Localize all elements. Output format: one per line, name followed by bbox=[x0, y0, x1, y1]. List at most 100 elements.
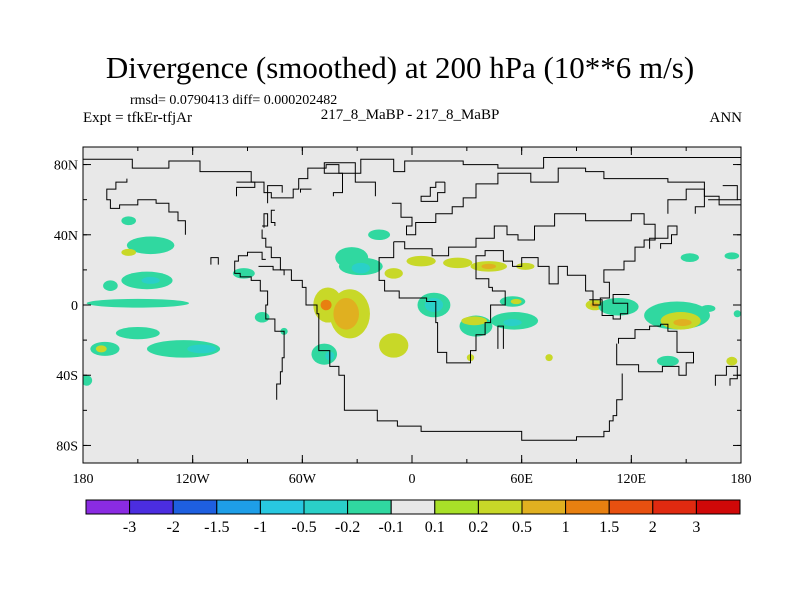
coastline bbox=[420, 181, 446, 202]
contour-region bbox=[680, 253, 699, 262]
y-tick-label: 0 bbox=[71, 299, 78, 314]
colorbar-swatch bbox=[129, 499, 174, 515]
colorbar-label: -1 bbox=[254, 519, 267, 536]
x-tick-label: 0 bbox=[409, 472, 416, 487]
contour-region bbox=[379, 333, 409, 358]
colorbar-swatch bbox=[259, 499, 305, 515]
x-tick-label: 60W bbox=[289, 472, 317, 487]
coastline bbox=[234, 251, 285, 400]
coastline bbox=[649, 225, 678, 249]
y-tick-label: 40N bbox=[54, 229, 78, 244]
contour-region bbox=[141, 276, 160, 284]
contour-region bbox=[673, 319, 692, 327]
contour-region bbox=[83, 375, 93, 386]
contour-region bbox=[320, 299, 332, 311]
contour-region bbox=[126, 236, 175, 255]
x-tick-label: 180 bbox=[731, 472, 752, 487]
colorbar-label: 1 bbox=[562, 519, 570, 536]
coastline bbox=[667, 188, 705, 214]
contour-region bbox=[545, 354, 553, 362]
contour-region bbox=[254, 312, 270, 323]
contour-region bbox=[232, 268, 255, 279]
colorbar-swatch bbox=[477, 499, 523, 515]
contour-region bbox=[733, 310, 741, 318]
stats-label: rmsd= 0.0790413 diff= 0.000202482 bbox=[130, 93, 338, 108]
colorbar-label: 1.5 bbox=[599, 519, 619, 536]
coastline bbox=[210, 257, 219, 265]
colorbar-label: 0.5 bbox=[512, 519, 532, 536]
contour-region bbox=[121, 248, 137, 256]
contour-region bbox=[598, 297, 639, 316]
x-tick-label: 120W bbox=[176, 472, 211, 487]
y-tick-label: 80N bbox=[54, 159, 78, 174]
contour-region bbox=[424, 297, 444, 313]
colorbar-swatch bbox=[85, 499, 131, 515]
contour-region bbox=[516, 262, 535, 270]
contour-region bbox=[146, 340, 221, 358]
contour-region bbox=[726, 356, 738, 366]
contour-region bbox=[187, 344, 217, 354]
colorbar-label: -2 bbox=[167, 519, 180, 536]
coastline bbox=[83, 157, 741, 199]
coastline bbox=[708, 185, 738, 201]
colorbar-label: -1.5 bbox=[204, 519, 229, 536]
contour-region bbox=[700, 305, 716, 313]
y-tick-label: 80S bbox=[56, 439, 78, 454]
colorbar-label: -3 bbox=[123, 519, 136, 536]
colorbar-swatch bbox=[303, 499, 349, 515]
contour-region bbox=[121, 216, 137, 226]
experiment-label: Expt = tfkEr-tfjAr bbox=[83, 110, 192, 126]
y-tick-label: 40S bbox=[56, 369, 78, 384]
contour-region bbox=[503, 319, 522, 327]
colorbar-label: -0.5 bbox=[291, 519, 316, 536]
coastline bbox=[616, 323, 694, 376]
contour-region bbox=[384, 268, 403, 279]
season-label: ANN bbox=[709, 110, 743, 126]
coastline bbox=[300, 188, 312, 193]
coastline bbox=[262, 213, 269, 228]
coastline bbox=[714, 365, 738, 386]
coastline bbox=[236, 181, 256, 197]
colorbar-label: 2 bbox=[649, 519, 657, 536]
coastline bbox=[258, 265, 285, 276]
contour-region bbox=[103, 280, 118, 291]
colorbar-swatch bbox=[695, 499, 741, 515]
case-label: 217_8_MaBP - 217_8_MaBP bbox=[320, 107, 500, 123]
contour-region bbox=[461, 316, 487, 326]
contour-region bbox=[481, 263, 497, 270]
contour-region bbox=[115, 326, 160, 340]
contour-region bbox=[86, 298, 190, 308]
coastline bbox=[589, 294, 630, 320]
colorbar-swatch bbox=[521, 499, 567, 515]
coastline bbox=[323, 162, 376, 197]
colorbar-swatch bbox=[172, 499, 218, 515]
coastline bbox=[267, 185, 283, 204]
coastline bbox=[378, 213, 656, 364]
colorbar-label: 0.2 bbox=[468, 519, 488, 536]
colorbar-swatch bbox=[608, 499, 654, 515]
contour-region bbox=[724, 252, 740, 260]
contour-region bbox=[406, 255, 436, 267]
x-tick-label: 180 bbox=[73, 472, 94, 487]
contour-region bbox=[351, 262, 370, 274]
colorbar-swatch bbox=[347, 499, 392, 515]
coastline bbox=[270, 209, 276, 226]
colorbar-label: -0.2 bbox=[335, 519, 360, 536]
colorbar-label: 0.1 bbox=[425, 519, 445, 536]
contour-region bbox=[510, 298, 522, 305]
coastline bbox=[106, 178, 186, 235]
colorbar-label: -0.1 bbox=[379, 519, 404, 536]
contour-region bbox=[368, 229, 391, 241]
chart-title: Divergence (smoothed) at 200 hPa (10**6 … bbox=[105, 50, 695, 85]
colorbar-swatch bbox=[216, 499, 261, 515]
colorbar-swatch bbox=[565, 499, 610, 515]
contour-region bbox=[656, 355, 679, 367]
coastline bbox=[391, 167, 741, 236]
contour-region bbox=[443, 257, 473, 269]
coastline bbox=[497, 325, 504, 349]
x-tick-label: 120E bbox=[617, 472, 647, 487]
colorbar-swatch bbox=[390, 499, 436, 515]
contour-region bbox=[333, 297, 359, 330]
x-tick-label: 60E bbox=[510, 472, 533, 487]
